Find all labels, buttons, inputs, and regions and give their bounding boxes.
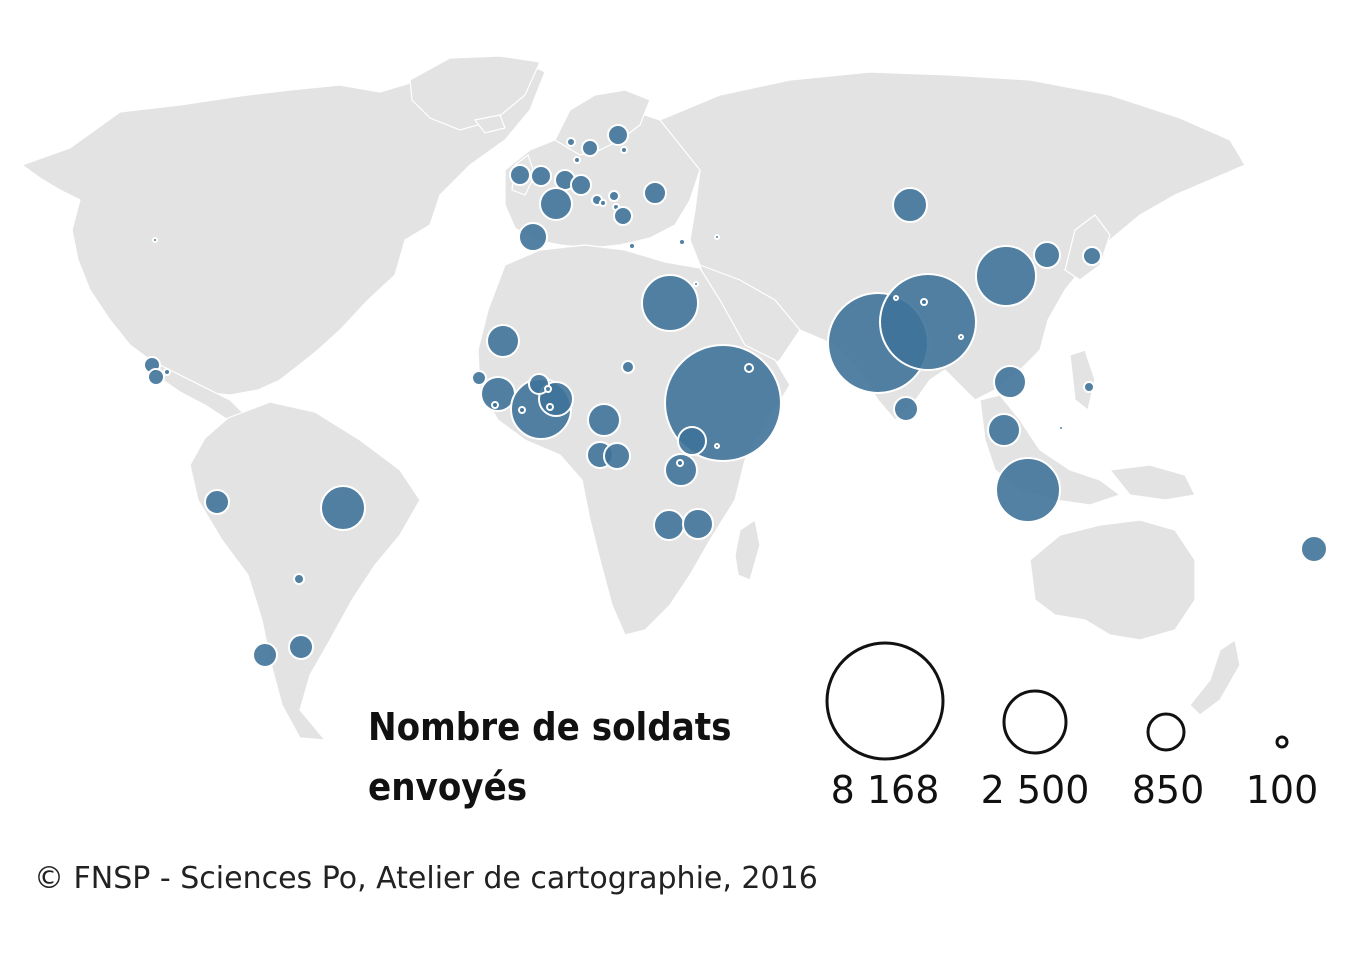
legend-circle-850 xyxy=(1146,712,1186,752)
bubble-greece xyxy=(628,242,636,250)
legend: Nombre de soldats envoyés 8 168 2 500 85… xyxy=(368,641,1319,812)
bubble-cambodia xyxy=(993,365,1027,399)
land-madagascar xyxy=(734,519,761,581)
bubble-norway xyxy=(566,137,576,147)
bubble-brazil xyxy=(320,485,366,531)
bubble-italy xyxy=(599,199,607,207)
land-masses xyxy=(20,55,1246,741)
legend-value-850: 850 xyxy=(1132,768,1205,812)
bubble-france xyxy=(539,187,573,221)
land-iceland xyxy=(473,114,506,134)
bubble-uruguay xyxy=(288,634,314,660)
bubble-el-salvador xyxy=(147,368,165,386)
bubble-sweden xyxy=(581,139,599,157)
bubble-finland xyxy=(607,124,629,146)
bubble-spain xyxy=(518,222,548,252)
bubble-sierra-leone xyxy=(491,401,499,409)
bubble-indonesia xyxy=(995,457,1061,523)
land-north-america xyxy=(20,59,546,396)
land-africa xyxy=(477,244,791,636)
bubble-ireland xyxy=(509,164,531,186)
bubble-kenya xyxy=(714,443,720,449)
bubble-sri-lanka xyxy=(893,396,919,422)
bubble-nepal xyxy=(920,298,928,306)
legend-circle-100 xyxy=(1275,735,1289,749)
bubble-honduras xyxy=(163,368,171,376)
bubble-niger xyxy=(621,360,635,374)
land-philippines xyxy=(1069,349,1096,412)
bubble-uganda xyxy=(676,459,684,467)
bubble-india xyxy=(879,273,977,371)
land-south-america xyxy=(189,401,421,741)
bubble-senegal xyxy=(486,324,520,358)
troop-bubbles xyxy=(143,124,1328,668)
bubble-bhutan xyxy=(893,295,899,301)
bubble-romania xyxy=(643,181,667,205)
bubble-bangladesh xyxy=(958,334,964,340)
bubble-china xyxy=(975,245,1037,307)
bubble-paraguay xyxy=(293,573,305,585)
legend-title-line1: Nombre de soldats xyxy=(368,705,732,749)
bubble-denmark xyxy=(573,156,581,164)
bubble-fiji xyxy=(1300,535,1328,563)
bubble-malaysia xyxy=(987,413,1021,447)
bubble-korea xyxy=(1033,241,1061,269)
land-australia xyxy=(1029,519,1196,641)
bubble-estonia xyxy=(620,146,628,154)
legend-circle-8168 xyxy=(825,641,945,761)
bubble-burundi xyxy=(664,453,698,487)
bubble-zambia xyxy=(653,509,685,541)
bubble-gambia xyxy=(471,370,487,386)
land-new-guinea xyxy=(1108,464,1196,501)
bubble-turkey xyxy=(678,238,686,246)
bubble-peru xyxy=(204,489,230,515)
credit-line: © FNSP - Sciences Po, Atelier de cartogr… xyxy=(34,861,818,896)
bubble-timor xyxy=(1058,425,1064,431)
bubble-germany xyxy=(570,174,592,196)
bubble-eritrea xyxy=(744,363,754,373)
bubble-japan xyxy=(1082,246,1102,266)
bubble-mongolia xyxy=(892,187,928,223)
bubble-philippines xyxy=(1083,381,1095,393)
legend-value-8168: 8 168 xyxy=(831,768,940,812)
bubble-jordan xyxy=(693,281,699,287)
bubble-benin xyxy=(546,403,554,411)
bubble-serbia xyxy=(613,206,633,226)
bubble-nigeria xyxy=(587,403,621,437)
legend-value-2500: 2 500 xyxy=(981,768,1090,812)
land-new-zealand xyxy=(1189,639,1241,716)
bubble-malawi xyxy=(682,508,714,540)
bubble-togo xyxy=(544,385,552,393)
bubble-egypt xyxy=(641,274,699,332)
bubble-chile xyxy=(252,642,278,668)
legend-title-line2: envoyés xyxy=(368,765,527,809)
legend-value-100: 100 xyxy=(1246,768,1319,812)
bubble-rwanda xyxy=(677,426,707,456)
bubble-slovakia xyxy=(608,190,620,202)
bubble-georgia xyxy=(714,234,720,240)
bubble-liberia xyxy=(518,406,526,414)
bubble-usa xyxy=(152,237,158,243)
bubble-uk xyxy=(530,165,552,187)
bubble-chad xyxy=(603,442,631,470)
legend-circle-2500 xyxy=(1002,689,1068,755)
land-greenland xyxy=(409,55,541,131)
